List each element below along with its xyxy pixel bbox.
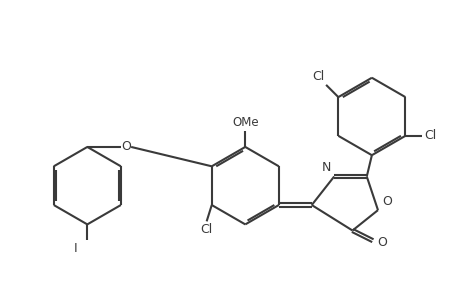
Text: O: O (376, 236, 386, 249)
Text: Cl: Cl (423, 129, 435, 142)
Text: Cl: Cl (200, 224, 213, 236)
Text: N: N (321, 161, 330, 175)
Text: OMe: OMe (231, 116, 258, 129)
Text: Cl: Cl (311, 70, 323, 83)
Text: O: O (381, 195, 391, 208)
Text: O: O (121, 140, 131, 153)
Text: I: I (73, 242, 77, 255)
